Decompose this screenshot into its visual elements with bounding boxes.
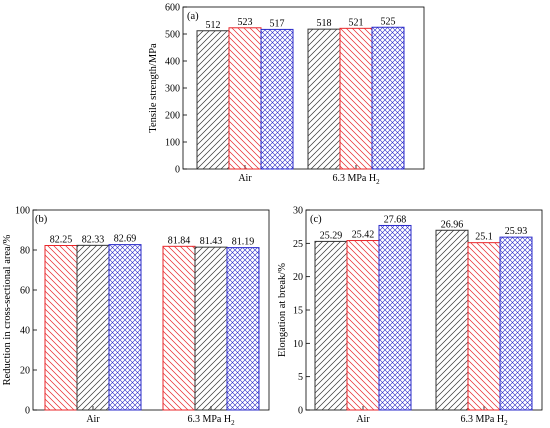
data-label: 521 [349,17,364,28]
bars [44,244,260,411]
y-tick-label: 100 [165,138,180,149]
y-tick-label: 600 [165,3,180,14]
bar [467,242,501,411]
data-label: 25.42 [352,230,375,241]
y-tick-label: 60 [20,286,30,297]
data-label: 25.1 [475,232,493,243]
data-label: 27.68 [384,214,407,225]
y-tick-label: 25 [293,239,303,250]
data-label: 82.69 [114,234,137,245]
data-label: 81.19 [232,237,255,248]
bar [108,244,142,411]
y-axis-title: Elongation at break/% [277,263,288,357]
panel-label: (b) [35,214,48,225]
chart-panel-c: (c) Elongation at break/% 0 5 10 15 20 25 30 A… [277,206,543,427]
bar [76,244,110,411]
data-label: 512 [206,20,221,31]
y-tick-label: 20 [20,366,30,377]
bar [194,246,228,411]
bar [371,26,405,170]
bar [196,30,230,170]
bar [260,28,294,170]
data-label: 25.93 [505,226,528,237]
y-tick-label: 40 [20,326,30,337]
x-tick-label: Air [356,414,370,425]
y-axis-title: Reduction in cross-sectional area/% [2,234,13,385]
data-labels: 512 523 517 518 521 525 [206,16,396,31]
y-tick-label: 15 [293,306,303,317]
chart-panel-a: (a) Tensile strength/MPa 0 100 200 300 400 50… [148,3,425,186]
bar [226,247,260,411]
bar [314,240,348,411]
y-tick-label: 10 [293,339,303,350]
data-label: 523 [238,17,253,28]
data-label: 525 [381,16,396,27]
data-label: 25.29 [320,230,343,241]
x-tick-label: Air [238,173,252,184]
data-label: 517 [270,18,285,29]
y-tick-label: 0 [175,165,180,176]
y-tick-label: 200 [165,111,180,122]
bar [378,224,412,411]
x-tick-label: 6.3 MPa H2 [187,414,235,427]
data-label: 82.33 [82,234,105,245]
bar [499,236,533,411]
x-tick-label: Air [86,414,100,425]
y-tick-label: 30 [293,206,303,217]
y-axis: 0 20 40 60 80 100 [15,206,37,417]
chart-panel-b: (b) Reduction in cross-sectional area/% … [2,206,270,427]
y-tick-label: 20 [293,272,303,283]
x-tick-label: 6.3 MPa H2 [332,173,380,186]
data-labels: 82.25 82.33 82.69 81.84 81.43 81.19 [50,234,255,248]
y-tick-label: 500 [165,30,180,41]
data-label: 81.43 [200,236,223,247]
bars [314,224,533,411]
y-tick-label: 100 [15,206,30,217]
bar [162,245,196,411]
panel-label: (c) [310,214,322,225]
plot-frame [32,209,270,411]
data-label: 518 [317,18,332,29]
bar [44,245,78,411]
data-labels: 25.29 25.42 27.68 26.96 25.1 25.93 [320,214,528,242]
bars [196,26,405,170]
y-tick-label: 300 [165,84,180,95]
y-axis: 0 5 10 15 20 25 30 [293,206,310,417]
data-label: 81.84 [168,235,191,246]
bar [339,27,373,170]
y-axis: 0 100 200 300 400 500 600 [165,3,187,176]
y-tick-label: 400 [165,57,180,68]
panel-label: (a) [187,11,199,22]
data-label: 82.25 [50,235,73,246]
data-label: 26.96 [441,219,464,230]
bar [228,27,262,170]
y-tick-label: 5 [298,372,303,383]
y-tick-label: 0 [25,406,30,417]
bar [307,28,341,170]
y-axis-title: Tensile strength/MPa [148,43,159,133]
x-tick-label: 6.3 MPa H2 [460,414,508,427]
bar [346,240,380,411]
y-tick-label: 80 [20,246,30,257]
bar [435,229,469,411]
y-tick-label: 0 [298,406,303,417]
